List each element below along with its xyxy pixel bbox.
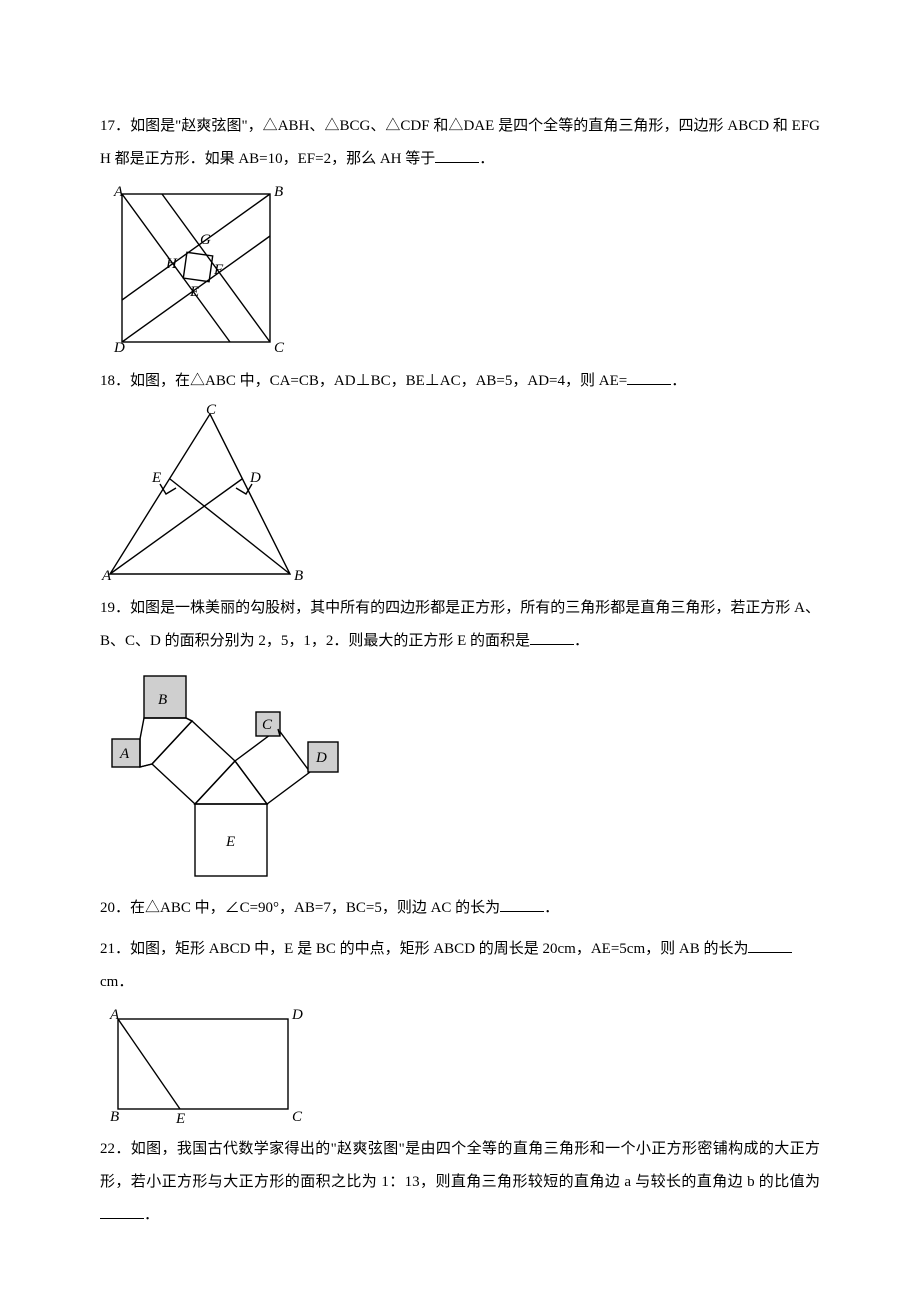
lbl-G: G	[200, 232, 211, 248]
lbl-C: C	[274, 340, 285, 356]
q18-body: 18．如图，在△ABC 中，CA=CB，AD⊥BC，BE⊥AC，AB=5，AD=…	[100, 373, 627, 389]
figure-18-svg: A B C D E	[100, 404, 310, 584]
q20-body: 20．在△ABC 中，∠C=90°，AB=7，BC=5，则边 AC 的长为	[100, 900, 500, 916]
question-21: 21．如图，矩形 ABCD 中，E 是 BC 的中点，矩形 ABCD 的周长是 …	[100, 933, 820, 1125]
question-19: 19．如图是一株美丽的勾股树，其中所有的四边形都是正方形，所有的三角形都是直角三…	[100, 592, 820, 884]
lbl21-D: D	[291, 1007, 303, 1023]
q21-body-b: cm．	[100, 974, 133, 990]
lbl19-E: E	[225, 834, 235, 850]
question-18-text: 18．如图，在△ABC 中，CA=CB，AD⊥BC，BE⊥AC，AB=5，AD=…	[100, 365, 820, 398]
lbl-H: H	[165, 256, 178, 272]
lbl-E: E	[189, 284, 199, 300]
question-17-text: 17．如图是"赵爽弦图"，△ABH、△BCG、△CDF 和△DAE 是四个全等的…	[100, 110, 820, 176]
q21-body-a: 21．如图，矩形 ABCD 中，E 是 BC 的中点，矩形 ABCD 的周长是 …	[100, 941, 748, 957]
q22-blank	[100, 1204, 144, 1219]
figure-19-svg: A B C D E	[100, 664, 350, 884]
question-21-text: 21．如图，矩形 ABCD 中，E 是 BC 的中点，矩形 ABCD 的周长是 …	[100, 933, 820, 966]
q19-body: 19．如图是一株美丽的勾股树，其中所有的四边形都是正方形，所有的三角形都是直角三…	[100, 600, 820, 649]
question-22: 22．如图，我国古代数学家得出的"赵爽弦图"是由四个全等的直角三角形和一个小正方…	[100, 1133, 820, 1232]
figure-17: A B C D G H F E	[100, 182, 820, 357]
lbl19-B: B	[158, 692, 167, 708]
figure-21: A D B C E	[100, 1005, 820, 1125]
question-22-text: 22．如图，我国古代数学家得出的"赵爽弦图"是由四个全等的直角三角形和一个小正方…	[100, 1133, 820, 1232]
lbl19-C: C	[262, 717, 273, 733]
lbl18-E: E	[151, 470, 161, 486]
q19-blank	[530, 630, 574, 645]
lbl-A: A	[113, 184, 124, 200]
lbl21-B: B	[110, 1109, 119, 1125]
lbl18-D: D	[249, 470, 261, 486]
q18-blank	[627, 370, 671, 385]
lbl18-B: B	[294, 568, 303, 584]
question-17: 17．如图是"赵爽弦图"，△ABH、△BCG、△CDF 和△DAE 是四个全等的…	[100, 110, 820, 357]
question-18: 18．如图，在△ABC 中，CA=CB，AD⊥BC，BE⊥AC，AB=5，AD=…	[100, 365, 820, 584]
q17-blank	[435, 148, 479, 163]
q21-blank	[748, 938, 792, 953]
lbl-F: F	[213, 262, 224, 278]
lbl21-A: A	[109, 1007, 120, 1023]
lbl-B: B	[274, 184, 283, 200]
figure-18: A B C D E	[100, 404, 820, 584]
lbl19-D: D	[315, 750, 327, 766]
lbl19-A: A	[119, 746, 130, 762]
lbl-D: D	[113, 340, 125, 356]
question-20: 20．在△ABC 中，∠C=90°，AB=7，BC=5，则边 AC 的长为．	[100, 892, 820, 925]
figure-21-svg: A D B C E	[100, 1005, 310, 1125]
q22-body: 22．如图，我国古代数学家得出的"赵爽弦图"是由四个全等的直角三角形和一个小正方…	[100, 1141, 820, 1190]
figure-17-svg: A B C D G H F E	[100, 182, 290, 357]
lbl18-C: C	[206, 404, 217, 418]
figure-19: A B C D E	[100, 664, 820, 884]
question-21-text-b: cm．	[100, 966, 820, 999]
q20-blank	[500, 897, 544, 912]
lbl18-A: A	[101, 568, 112, 584]
lbl21-C: C	[292, 1109, 303, 1125]
lbl21-E: E	[175, 1111, 185, 1125]
question-20-text: 20．在△ABC 中，∠C=90°，AB=7，BC=5，则边 AC 的长为．	[100, 892, 820, 925]
question-19-text: 19．如图是一株美丽的勾股树，其中所有的四边形都是正方形，所有的三角形都是直角三…	[100, 592, 820, 658]
